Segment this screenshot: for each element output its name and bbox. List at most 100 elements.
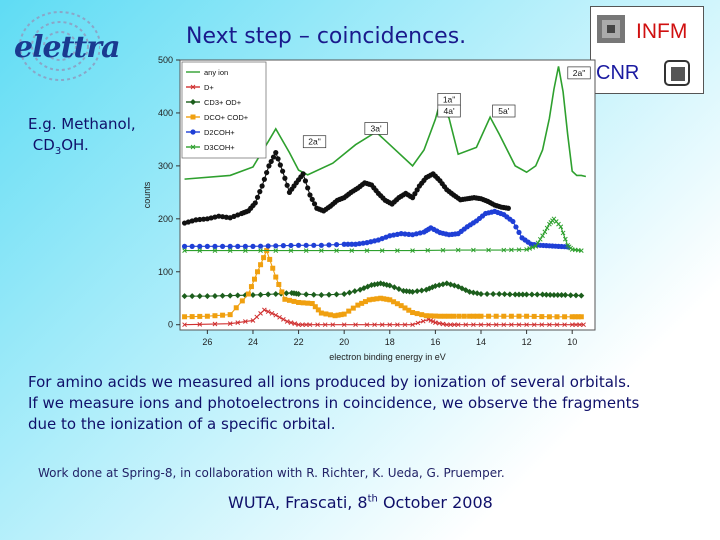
data-point [490,291,497,297]
data-point [258,311,263,316]
data-point [296,322,301,328]
data-point [310,291,317,298]
data-point [252,200,258,206]
data-point [575,314,581,320]
data-point [516,313,522,319]
data-point [531,313,537,319]
data-point [273,243,279,249]
data-point [554,322,560,328]
data-point [346,289,353,296]
data-point [261,176,267,182]
data-point [292,321,298,327]
data-point [212,313,218,319]
data-point [322,322,328,328]
example-line-2: CD3OH. [28,135,136,162]
data-point [471,247,476,253]
data-point [266,163,272,169]
data-point [395,248,400,253]
data-point [281,317,286,322]
data-point [530,245,536,250]
data-point [319,248,324,253]
data-point [406,231,412,237]
data-point [197,243,203,249]
data-point [235,320,241,325]
data-point [204,243,210,249]
data-point [573,322,579,328]
data-point [463,322,469,328]
data-point [300,300,306,306]
x-tick-label: 14 [476,337,486,347]
data-point [190,84,196,90]
x-tick-label: 24 [248,337,258,347]
data-point [425,248,431,253]
data-point [227,248,233,253]
data-point [456,313,462,319]
annotation-box [364,122,388,135]
data-point [414,187,420,193]
annotation-label: 4a' [444,106,455,116]
data-point [355,302,361,308]
data-point [516,247,522,253]
data-point [251,276,257,282]
data-point [323,311,329,317]
data-point [554,314,560,320]
data-point [326,242,332,248]
legend-label: D3COH+ [204,143,235,152]
data-point [540,233,545,239]
data-point [309,196,315,203]
data-point [383,281,390,288]
data-point [335,312,341,318]
annotation-box [567,66,591,80]
data-point [509,322,514,328]
y-tick-label: 500 [158,55,173,65]
y-tick-label: 300 [158,161,173,171]
data-point [519,291,526,298]
data-point [452,322,457,328]
data-point [402,322,408,328]
data-point [379,322,385,328]
data-point [350,305,356,311]
data-point [387,322,393,328]
data-point [493,313,499,319]
data-point [384,296,390,302]
data-point [267,256,273,262]
data-point [212,248,218,253]
data-point [332,313,338,319]
data-point [307,192,313,198]
data-point [471,322,476,328]
data-point [197,321,203,327]
data-point [444,322,450,328]
data-point [269,311,275,316]
data-point [391,284,398,291]
series-line [184,309,584,326]
y-tick-label: 400 [158,108,173,118]
data-point [569,322,575,328]
data-point [535,240,541,246]
coincidence-spectrum-chart: 0 100 200 300 400 500 26 24 22 20 18 16 14 12 10 electr… [142,55,596,362]
data-point [349,241,355,247]
data-point [190,144,196,150]
data-point [360,285,367,292]
data-point [261,255,267,261]
data-point [506,291,513,298]
data-point [380,281,387,288]
data-point [577,322,583,328]
x-tick-label: 16 [430,337,440,347]
data-point [189,293,196,300]
data-point [398,303,404,309]
footer-part-a: WUTA, Frascati, 8 [228,493,368,512]
data-point [286,297,292,303]
data-point [277,314,282,320]
data-point [370,296,376,302]
legend-label: D2COH+ [204,128,235,137]
data-point [257,243,264,249]
data-point [227,321,233,327]
annotation-box [437,104,461,118]
data-point [318,292,325,299]
data-point [558,292,565,299]
data-point [366,297,372,303]
data-point [264,169,270,176]
footer: WUTA, Frascati, 8th October 2008 [228,493,493,512]
data-point [513,224,519,230]
data-point [409,195,416,201]
